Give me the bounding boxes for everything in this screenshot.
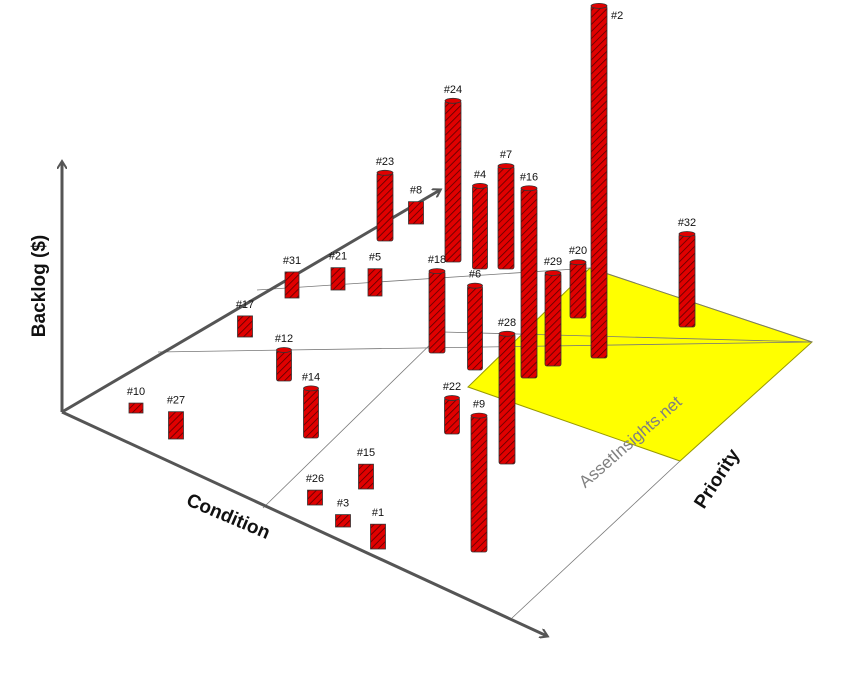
bar-label: #10	[127, 386, 145, 398]
bar-top-cap	[590, 2, 608, 9]
bar-label: #31	[283, 255, 301, 267]
bar-top-cap	[444, 395, 460, 401]
bar-label: #23	[376, 156, 394, 168]
bar-item-29	[544, 272, 562, 367]
bar-label: #29	[544, 256, 562, 268]
grid-line	[511, 460, 681, 619]
bar-label: #17	[236, 299, 254, 311]
bar-top-cap	[569, 259, 587, 266]
bar-item-21	[330, 267, 346, 291]
bar-item-31	[284, 271, 300, 299]
bar-top-cap	[498, 330, 516, 337]
grid-line	[157, 341, 813, 353]
bar-item-23	[376, 172, 394, 242]
bar-label: #21	[329, 251, 347, 263]
bar-label: #24	[444, 84, 462, 96]
bar-group: #8 #23 #24 #4 #7 #21 #5 #31 #20 #32 #17 #18 #2 #29 #6 #…	[127, 2, 696, 553]
bar-item-27	[168, 411, 184, 440]
bar-item-22	[444, 397, 460, 435]
bar-label: #1	[372, 507, 384, 519]
grid-line	[262, 331, 444, 509]
y-axis-title: Priority	[690, 445, 744, 513]
bar-label: #27	[167, 395, 185, 407]
bar-top-cap	[303, 385, 319, 392]
bar-item-5	[367, 268, 383, 297]
bar-top-cap	[678, 231, 696, 237]
condition-axis	[61, 410, 547, 636]
bar-item-9	[470, 415, 488, 553]
bar-label: #18	[428, 254, 446, 266]
bar-item-16	[520, 187, 538, 379]
bar-label: #32	[678, 217, 696, 229]
bar-label: #3	[337, 498, 349, 510]
bar-item-15	[358, 463, 374, 490]
bar-item-12	[276, 349, 292, 382]
bar-label: #16	[520, 171, 538, 183]
bar-label: #5	[369, 252, 381, 264]
bar-label: #20	[569, 245, 587, 257]
bar-item-28	[498, 333, 516, 465]
bar-item-26	[307, 489, 323, 506]
bar-item-24	[444, 100, 462, 263]
bar-item-3	[335, 514, 351, 528]
bar-label: #7	[500, 149, 512, 161]
bar-item-2	[590, 5, 608, 359]
bar-top-cap	[444, 97, 462, 104]
grid-line	[589, 267, 813, 343]
bar-top-cap	[376, 169, 394, 176]
bar-label: #4	[474, 169, 486, 181]
x-axis-title: Condition	[183, 490, 273, 544]
bar-label: #26	[306, 473, 324, 485]
bar-item-17	[237, 315, 253, 338]
bar-top-cap	[472, 183, 488, 189]
bar-label: #8	[410, 185, 422, 197]
bar-label: #2	[611, 10, 623, 22]
grid-line	[256, 267, 591, 291]
bar-item-14	[303, 387, 319, 439]
bar-item-20	[569, 261, 587, 319]
bar-item-7	[497, 165, 515, 270]
bar-item-8	[408, 201, 424, 225]
bar-label: #14	[302, 371, 320, 383]
bar-label: #28	[498, 317, 516, 329]
bar-item-1	[370, 523, 386, 550]
bar-label: #22	[443, 381, 461, 393]
bar-top-cap	[428, 268, 446, 275]
bar-item-10	[128, 402, 144, 414]
bar-label: #15	[357, 447, 375, 459]
bar-top-cap	[520, 185, 538, 192]
bar-top-cap	[470, 412, 488, 419]
bar-label: #12	[275, 333, 293, 345]
bar-top-cap	[467, 282, 483, 289]
bar-top-cap	[544, 270, 562, 276]
z-axis-title: Backlog ($)	[29, 235, 50, 337]
bar-label: #6	[469, 269, 481, 281]
bar-label: #9	[473, 399, 485, 411]
bar-item-32	[678, 233, 696, 328]
bar-top-cap	[276, 347, 292, 353]
bar-top-cap	[497, 163, 515, 169]
bar-item-18	[428, 270, 446, 354]
bar-item-6	[467, 285, 483, 371]
bar-item-4	[472, 185, 488, 270]
